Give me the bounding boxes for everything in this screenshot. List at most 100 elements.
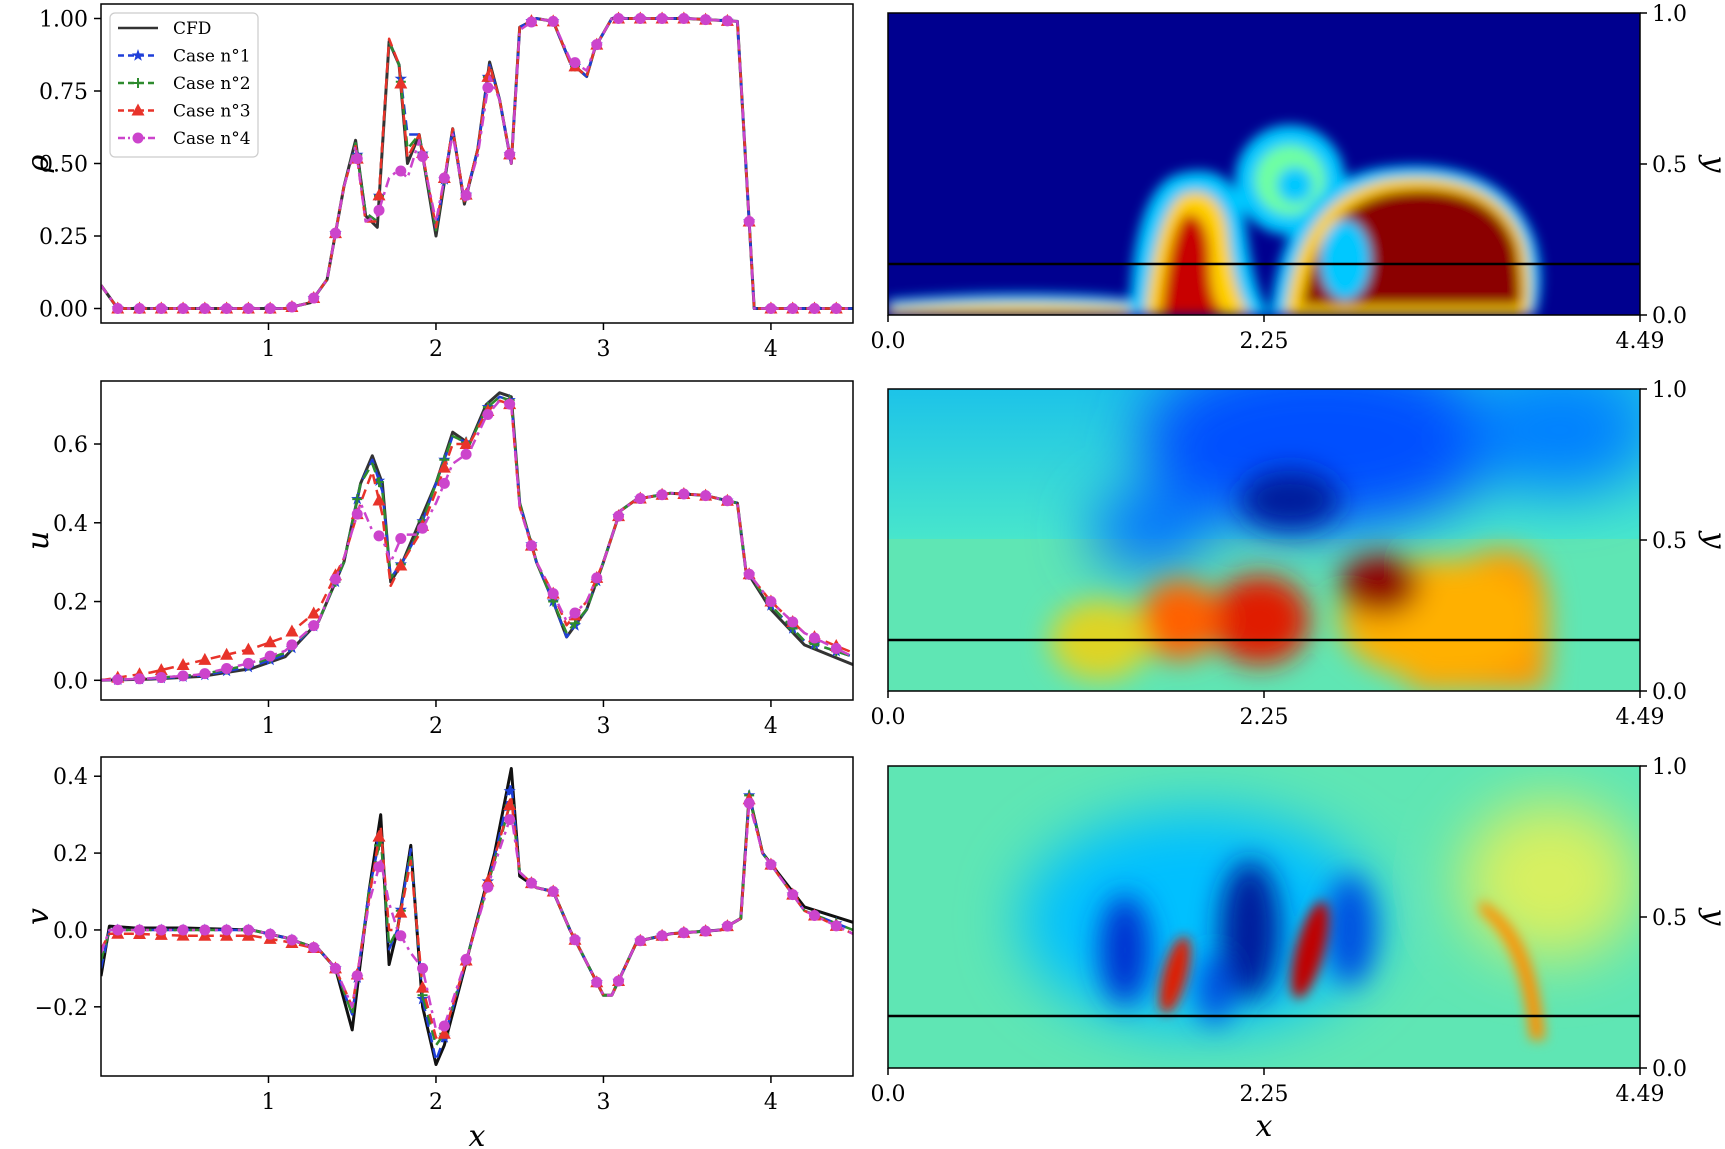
u-profile-marker [613, 510, 625, 522]
v-profile-marker [569, 934, 581, 946]
rho-profile-marker [134, 303, 146, 314]
y-tick-label: 0.4 [53, 765, 88, 790]
v-profile-marker [503, 784, 516, 797]
rho-profile-marker [656, 13, 668, 24]
rho-profile-marker [308, 292, 320, 304]
v-profile-marker [678, 927, 690, 939]
v-profile-marker [808, 910, 820, 922]
x-tick-label: 2 [429, 1090, 443, 1115]
y-tick-label: 0.4 [53, 512, 88, 537]
legend-marker [131, 103, 145, 116]
legend-label: Case n°1 [173, 47, 251, 67]
y-tick-label: 0.2 [53, 591, 88, 616]
u-profile-series-1 [101, 395, 853, 682]
u-profile-marker [112, 674, 124, 686]
v-profile-xlabel: x [469, 1119, 486, 1149]
legend-label: Case n°3 [173, 102, 251, 122]
rho-profile-marker [830, 303, 842, 314]
v-field-xlabel: x [1256, 1109, 1273, 1144]
u-profile-marker [547, 588, 559, 600]
rho-profile-marker [329, 227, 341, 239]
y-tick-label: −0.2 [35, 996, 88, 1021]
u-profile-marker [417, 522, 429, 534]
u-profile-marker [351, 508, 363, 520]
x-tick-label: 4 [764, 714, 778, 739]
y-tick-label: 0.0 [1652, 1057, 1687, 1082]
rho-profile-marker [155, 303, 167, 314]
x-tick-label: 2.25 [1240, 329, 1289, 354]
rho-profile-marker [199, 303, 211, 314]
y-tick-label: 1.0 [1652, 755, 1687, 780]
rho-profile-marker [417, 151, 429, 163]
v-profile-marker [308, 941, 320, 953]
u-field-ylabel: y [1697, 530, 1725, 550]
v-profile-marker [416, 980, 430, 993]
y-tick-label: 0.0 [1652, 680, 1687, 705]
profile-panels: 1 2 3 4 0.00 0.25 0.50 0.75 1.00 ρ 1 2 3 4 0.0 0.2 0.4 0.… [21, 3, 854, 1149]
y-tick-label: 0.00 [39, 298, 88, 323]
x-tick-label: 3 [596, 1090, 610, 1115]
legend-label: Case n°4 [173, 129, 251, 149]
u-profile-series-2 [101, 395, 853, 682]
y-tick-label: 0.5 [1652, 906, 1687, 931]
u-profile-marker [482, 408, 494, 420]
y-tick-label: 0.0 [53, 919, 88, 944]
legend-box [109, 12, 259, 158]
u-profile-marker [264, 650, 276, 662]
v-profile-frame [100, 756, 854, 1077]
x-tick-label: 3 [596, 714, 610, 739]
v-profile-marker [134, 924, 146, 936]
legend-marker [131, 49, 145, 61]
y-tick-label: 1.0 [1652, 378, 1687, 403]
v-profile-marker [329, 962, 341, 974]
legend-entry: CFD [118, 19, 211, 39]
rho-profile-marker [286, 301, 298, 313]
v-profile-marker [503, 798, 517, 811]
legend: CFD Case n°1 Case n°2 Case n°3 Case n°4 [109, 12, 259, 158]
x-tick-label: 0.0 [871, 1082, 906, 1107]
u-profile-marker [504, 398, 516, 410]
u-profile-series-group [101, 391, 853, 686]
u-profile-marker [787, 616, 799, 628]
u-field-heatmap [887, 388, 1641, 692]
v-profile-marker [286, 934, 298, 946]
legend-entry: Case n°2 [118, 74, 251, 94]
y-tick-label: 0.50 [39, 153, 88, 178]
u-profile-marker [700, 490, 712, 502]
rho-field-ylabel: y [1697, 154, 1725, 174]
y-tick-label: 1.0 [1652, 2, 1687, 27]
u-profile-marker [525, 540, 537, 552]
u-profile-series-3 [101, 399, 853, 682]
v-profile-marker [177, 924, 189, 936]
u-profile-marker [395, 533, 407, 545]
v-profile-marker [221, 924, 233, 936]
field-axes: 0.02.254.490.00.51.0y0.02.254.490.00.51.… [871, 2, 1725, 1144]
x-tick-label: 2.25 [1240, 705, 1289, 730]
u-profile-marker [830, 643, 842, 655]
u-profile-marker [678, 488, 690, 500]
u-profile-marker [285, 624, 299, 637]
rho-profile-marker [743, 216, 755, 227]
rho-profile-marker [569, 57, 581, 69]
y-tick-label: 0.25 [39, 225, 88, 250]
u-profile-marker [438, 477, 450, 489]
x-tick-label: 3 [596, 337, 610, 362]
v-profile-marker [394, 905, 408, 918]
v-profile-marker [634, 935, 646, 947]
v-profile-marker [482, 881, 494, 893]
v-field-heatmap [887, 765, 1641, 1069]
v-profile-marker [504, 814, 516, 826]
rho-profile-marker [373, 204, 385, 216]
rho-profile-marker [678, 13, 690, 24]
u-profile-marker [460, 448, 472, 460]
u-profile-marker [373, 530, 385, 542]
x-tick-label: 1 [261, 714, 275, 739]
rho-profile-marker [438, 172, 450, 184]
legend-marker [133, 78, 143, 88]
u-profile-marker [241, 642, 255, 655]
v-profile-marker [547, 886, 559, 898]
v-field-axes: 0.02.254.490.00.51.0yx [871, 755, 1725, 1144]
u-profile-frame [100, 380, 854, 701]
u-profile-marker [242, 657, 254, 669]
